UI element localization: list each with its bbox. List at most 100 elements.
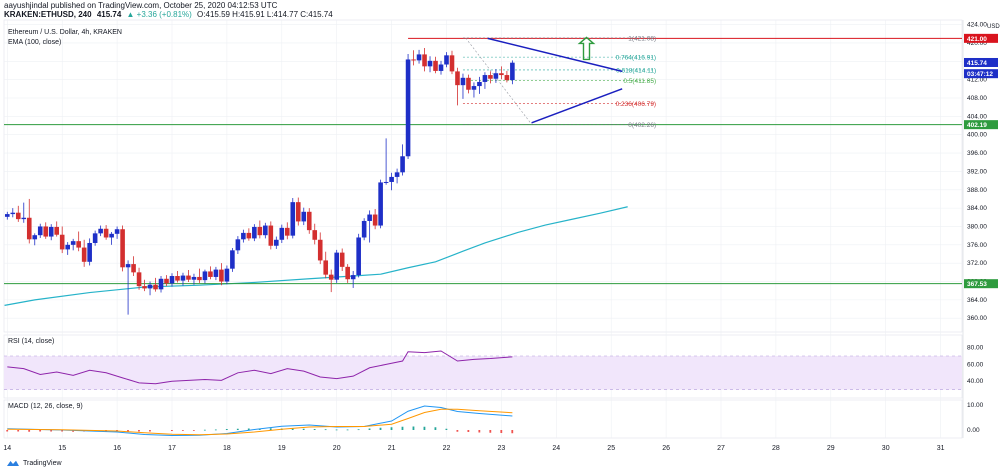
bearish-candle (257, 226, 263, 236)
macd-histogram-bar (181, 430, 184, 431)
x-tick-label: 27 (717, 445, 725, 452)
price-axis-label: 415.74 (967, 60, 987, 67)
bearish-candle (345, 266, 350, 280)
breakout-arrow-icon (577, 36, 596, 61)
price-axis-label-bg (964, 57, 998, 67)
price-axis-label: 421.00 (967, 36, 987, 43)
macd-histogram-bar (149, 430, 151, 432)
bearish-candle (449, 55, 455, 72)
x-tick-label: 19 (278, 445, 286, 452)
price-axis-label-bg (964, 279, 998, 289)
fib-level-label: 1(421.08) (628, 35, 656, 42)
bearish-candle (153, 284, 158, 290)
macd-histogram-bar (291, 428, 294, 430)
bearish-candle (54, 226, 60, 235)
bearish-candle (219, 269, 224, 282)
macd-line (7, 405, 513, 437)
price-axis-label-bg (964, 120, 998, 130)
bullish-candle (334, 252, 339, 280)
macd-histogram-bar (302, 428, 305, 430)
bullish-candle (21, 217, 27, 220)
macd-pane-frame (3, 399, 963, 439)
ohlc: O:415.59 H:415.91 L:414.77 C:415.74 (197, 10, 333, 19)
signal-line (7, 408, 513, 436)
y-tick-label: 412.00 (967, 77, 987, 84)
bearish-candle (131, 264, 136, 273)
y-tick-label: 384.00 (967, 205, 987, 212)
bearish-candle (284, 227, 290, 236)
legend-ema: EMA (100, close) (8, 39, 62, 46)
macd-histogram-bar (467, 430, 470, 432)
macd-histogram-bar (39, 430, 42, 432)
macd-histogram-bar (434, 427, 437, 430)
price-axis-label: 03:47:12 (967, 71, 993, 78)
tradingview-logo-icon (7, 460, 19, 466)
x-tick-label: 28 (772, 445, 780, 452)
x-tick-label: 18 (223, 445, 231, 452)
bullish-candle (471, 86, 477, 90)
bullish-candle (87, 242, 92, 262)
rsi-tick-label: 80.00 (967, 345, 984, 352)
bearish-candle (328, 274, 334, 280)
bearish-candle (339, 252, 345, 267)
macd-tick-label: 0.00 (967, 427, 980, 434)
rsi-tick-label: 60.00 (967, 361, 984, 368)
macd-histogram-bar (269, 428, 272, 430)
x-tick-label: 17 (168, 445, 176, 452)
bullish-candle (367, 214, 372, 221)
macd-histogram-bar (171, 430, 173, 431)
x-tick-label: 22 (443, 445, 451, 452)
bearish-candle (175, 276, 180, 281)
macd-histogram-bar (214, 429, 217, 431)
rsi-line (7, 350, 513, 385)
bullish-candle (10, 212, 16, 215)
bearish-candle (120, 229, 125, 268)
y-tick-label: 400.00 (967, 132, 987, 139)
bullish-candle (493, 73, 499, 79)
macd-histogram-bar (236, 428, 239, 430)
y-tick-label: 420.00 (967, 40, 987, 47)
macd-histogram-bar (423, 426, 426, 430)
bearish-candle (59, 234, 65, 250)
bullish-candle (5, 214, 10, 217)
ticker-line: KRAKEN:ETHUSD, 240 415.74 ▲ +3.36 (+0.81… (4, 10, 336, 19)
bullish-candle (235, 239, 241, 251)
macd-histogram-bar (335, 429, 338, 431)
bearish-candle (372, 214, 378, 226)
macd-histogram-bar (478, 430, 481, 433)
bullish-candle (147, 284, 153, 289)
bullish-candle (32, 235, 38, 240)
x-tick-label: 31 (937, 445, 945, 452)
bullish-candle (224, 268, 230, 282)
price-axis-label: 367.53 (967, 281, 987, 288)
bullish-candle (65, 244, 70, 250)
bearish-candle (317, 239, 323, 261)
bullish-candle (427, 60, 433, 67)
bullish-candle (92, 233, 98, 243)
bullish-candle (438, 64, 444, 71)
bearish-candle (488, 75, 493, 79)
bullish-candle (378, 182, 383, 226)
rsi-band (4, 356, 962, 390)
legend-title: Ethereum / U.S. Dollar, 4h, KRAKEN (8, 29, 122, 36)
ema-line (4, 206, 628, 306)
bearish-candle (164, 278, 169, 284)
bearish-candle (312, 230, 318, 240)
bullish-candle (356, 237, 361, 276)
price-axis-label-bg (964, 33, 998, 43)
macd-histogram-bar (50, 430, 53, 432)
bearish-candle (81, 247, 87, 262)
y-tick-label: 380.00 (967, 223, 987, 230)
x-tick-label: 16 (113, 445, 121, 452)
macd-histogram-bar (324, 429, 327, 431)
y-tick-label: 408.00 (967, 95, 987, 102)
main-pane-frame (3, 19, 963, 333)
y-tick-label: 388.00 (967, 187, 987, 194)
macd-histogram-bar (203, 429, 206, 431)
bullish-candle (169, 276, 175, 284)
bearish-candle (504, 75, 510, 81)
bearish-candle (433, 60, 438, 71)
macd-histogram-bar (456, 430, 459, 432)
bearish-candle (76, 241, 81, 248)
